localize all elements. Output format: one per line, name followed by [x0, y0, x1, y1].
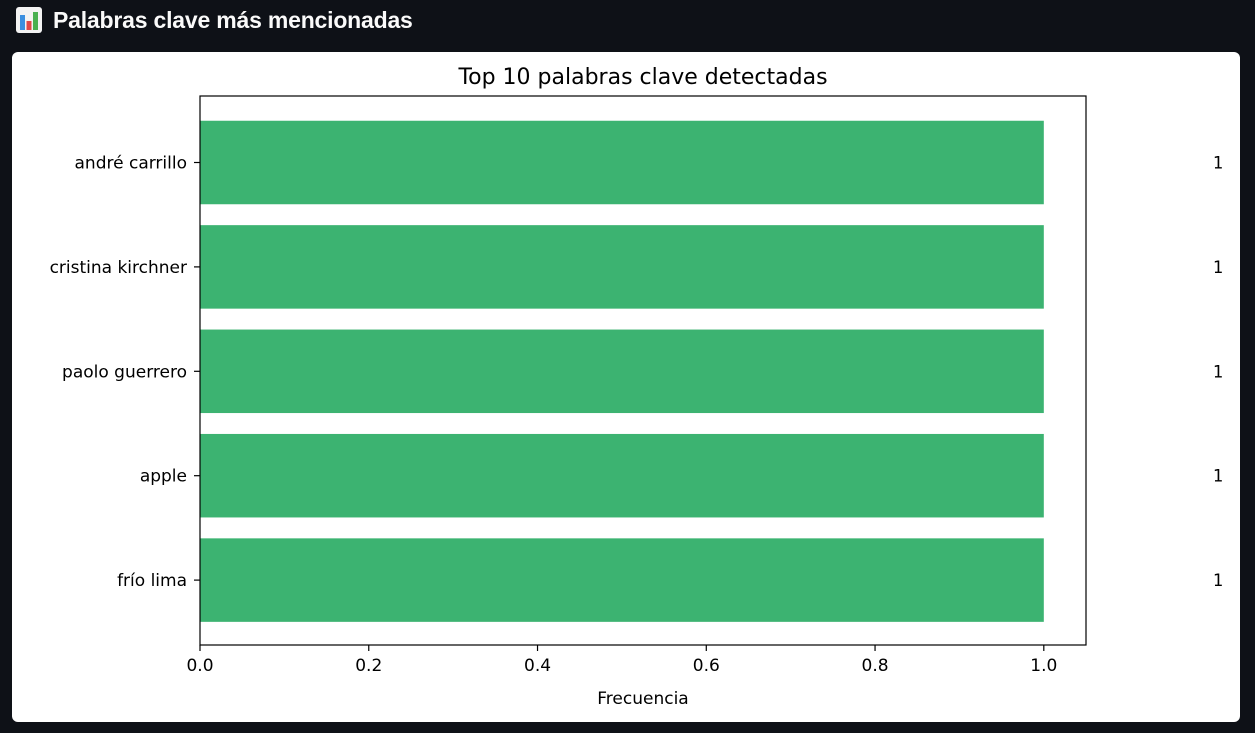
chart-container: Top 10 palabras clave detectadas andré c…	[12, 52, 1240, 722]
x-tick-label: 0.6	[693, 656, 720, 676]
x-axis-label: Frecuencia	[597, 689, 688, 709]
y-tick-label: andré carrillo	[75, 154, 187, 174]
bar	[200, 329, 1044, 414]
x-tick-label: 0.4	[524, 656, 551, 676]
x-tick-label: 0.2	[355, 656, 382, 676]
section-header: Palabras clave más mencionadas	[16, 5, 413, 35]
x-tick-label: 0.8	[862, 656, 889, 676]
data-label: 1	[1213, 467, 1223, 487]
y-tick-label: frío lima	[117, 571, 187, 591]
keyword-bar-chart: Top 10 palabras clave detectadas andré c…	[50, 65, 1223, 709]
bar-chart-icon	[16, 7, 42, 33]
bar	[200, 538, 1044, 622]
bar	[200, 120, 1044, 205]
section-title: Palabras clave más mencionadas	[53, 6, 413, 33]
x-tick-label: 0.0	[186, 656, 213, 676]
bar	[200, 225, 1044, 309]
y-tick-label: apple	[140, 467, 187, 487]
data-label: 1	[1213, 571, 1223, 591]
y-tick-label: cristina kirchner	[50, 258, 187, 278]
plot-frame	[199, 95, 1087, 646]
bar	[200, 433, 1044, 518]
data-label: 1	[1213, 258, 1223, 278]
data-label: 1	[1213, 154, 1223, 174]
chart-title: Top 10 palabras clave detectadas	[457, 65, 827, 90]
y-tick-label: paolo guerrero	[62, 362, 187, 382]
data-label: 1	[1213, 362, 1223, 382]
x-tick-label: 1.0	[1030, 656, 1057, 676]
